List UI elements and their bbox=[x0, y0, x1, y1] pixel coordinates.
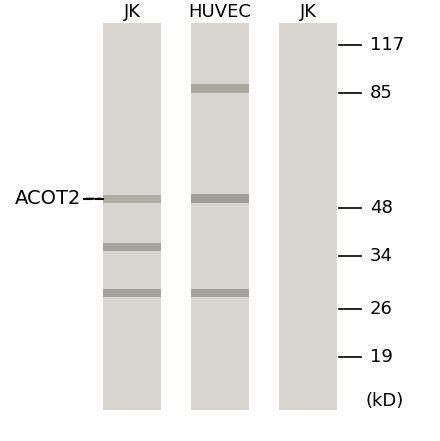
Bar bbox=[103, 289, 161, 297]
Text: JK: JK bbox=[124, 3, 140, 21]
Text: HUVEC: HUVEC bbox=[189, 3, 251, 21]
FancyBboxPatch shape bbox=[103, 22, 161, 410]
Bar bbox=[191, 84, 249, 93]
Bar bbox=[191, 289, 249, 297]
FancyBboxPatch shape bbox=[279, 22, 337, 410]
FancyBboxPatch shape bbox=[191, 22, 249, 410]
Text: ACOT2: ACOT2 bbox=[15, 189, 81, 208]
Text: 34: 34 bbox=[370, 247, 392, 265]
Bar bbox=[103, 195, 161, 203]
Text: (kD): (kD) bbox=[365, 392, 403, 411]
Text: 19: 19 bbox=[370, 348, 392, 366]
Bar bbox=[103, 243, 161, 251]
Text: 117: 117 bbox=[370, 36, 404, 53]
Bar bbox=[191, 194, 249, 203]
Text: 85: 85 bbox=[370, 84, 392, 102]
Text: JK: JK bbox=[300, 3, 316, 21]
Text: 26: 26 bbox=[370, 300, 392, 318]
Text: 48: 48 bbox=[370, 198, 392, 217]
